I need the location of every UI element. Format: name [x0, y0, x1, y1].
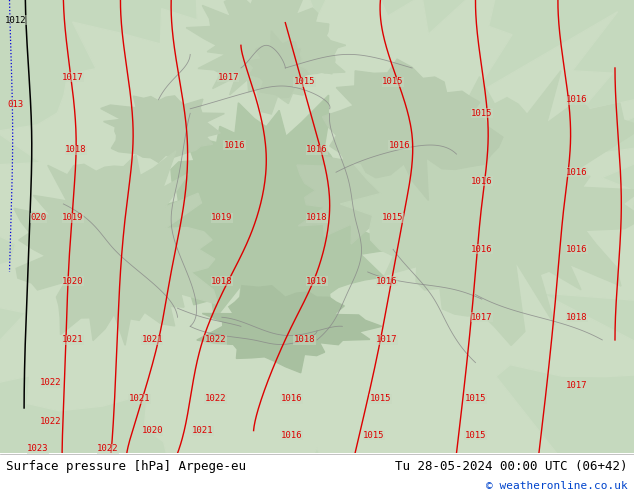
Text: © weatheronline.co.uk: © weatheronline.co.uk — [486, 481, 628, 490]
Text: 1016: 1016 — [566, 168, 588, 177]
Text: 1016: 1016 — [376, 276, 398, 286]
Text: 1019: 1019 — [62, 213, 84, 222]
Polygon shape — [186, 0, 346, 114]
Text: 013: 013 — [8, 100, 24, 109]
Text: Tu 28-05-2024 00:00 UTC (06+42): Tu 28-05-2024 00:00 UTC (06+42) — [395, 460, 628, 473]
Text: 1022: 1022 — [205, 336, 226, 344]
Text: 1021: 1021 — [129, 394, 150, 403]
Text: 020: 020 — [30, 213, 46, 222]
Text: 1015: 1015 — [294, 77, 315, 86]
Text: 1018: 1018 — [306, 213, 328, 222]
Text: 1016: 1016 — [281, 394, 302, 403]
Text: 1016: 1016 — [224, 141, 245, 149]
Text: 1015: 1015 — [465, 431, 486, 440]
Text: 1015: 1015 — [363, 431, 385, 440]
Polygon shape — [322, 59, 503, 200]
Text: 1021: 1021 — [62, 336, 84, 344]
Text: 1015: 1015 — [370, 394, 391, 403]
Polygon shape — [297, 141, 465, 244]
Polygon shape — [212, 22, 271, 51]
Text: 1018: 1018 — [294, 336, 315, 344]
Text: 1015: 1015 — [471, 109, 493, 118]
Text: 1017: 1017 — [376, 336, 398, 344]
Polygon shape — [197, 286, 382, 373]
Text: 1016: 1016 — [306, 145, 328, 154]
Text: 1022: 1022 — [40, 378, 61, 388]
Text: 1012: 1012 — [5, 16, 27, 25]
Text: 1016: 1016 — [281, 431, 302, 440]
Text: 1015: 1015 — [465, 394, 486, 403]
Text: 1020: 1020 — [141, 426, 163, 435]
Text: 1017: 1017 — [62, 73, 84, 81]
Text: 1021: 1021 — [141, 336, 163, 344]
Polygon shape — [101, 96, 224, 162]
Polygon shape — [248, 31, 320, 98]
Text: 1021: 1021 — [192, 426, 214, 435]
Polygon shape — [340, 71, 634, 345]
Text: 1016: 1016 — [471, 177, 493, 186]
Text: 1017: 1017 — [566, 381, 588, 390]
Text: 1022: 1022 — [97, 444, 119, 453]
Text: 1018: 1018 — [566, 313, 588, 322]
Text: 1016: 1016 — [566, 95, 588, 104]
Text: 1016: 1016 — [389, 141, 410, 149]
Text: 1016: 1016 — [471, 245, 493, 254]
Text: 1020: 1020 — [62, 276, 84, 286]
Text: 1018: 1018 — [65, 145, 87, 154]
Text: 1015: 1015 — [382, 77, 404, 86]
Text: 1023: 1023 — [27, 444, 49, 453]
Text: 1016: 1016 — [566, 245, 588, 254]
Polygon shape — [14, 151, 218, 345]
Polygon shape — [249, 14, 290, 32]
Text: 1015: 1015 — [382, 213, 404, 222]
Polygon shape — [115, 95, 401, 341]
Text: 1018: 1018 — [211, 276, 233, 286]
Text: 1017: 1017 — [217, 73, 239, 81]
Text: 1022: 1022 — [205, 394, 226, 403]
Text: 1017: 1017 — [471, 313, 493, 322]
Text: Surface pressure [hPa] Arpege-eu: Surface pressure [hPa] Arpege-eu — [6, 460, 247, 473]
Text: 1022: 1022 — [40, 417, 61, 426]
Polygon shape — [298, 34, 337, 74]
Text: 1019: 1019 — [306, 276, 328, 286]
Text: 1019: 1019 — [211, 213, 233, 222]
